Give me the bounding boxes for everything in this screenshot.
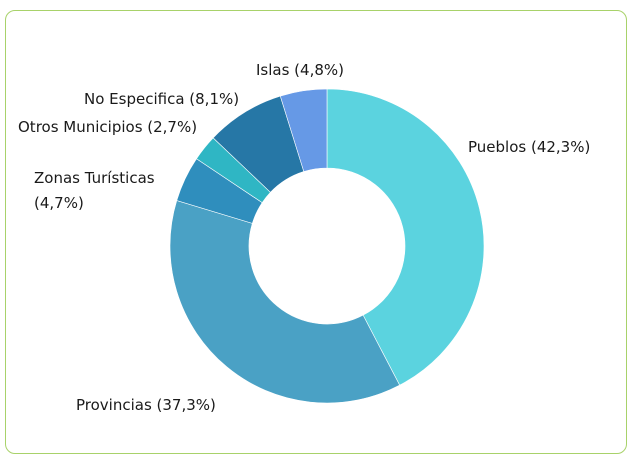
slice-label-1: Provincias (37,3%) [76,396,216,414]
slice-5 [279,88,328,172]
slice-label-5: Islas (4,8%) [256,61,344,79]
labels-group: Pueblos (42,3%) Provincias (37,3%) Zonas T… [18,61,590,414]
slice-label-2: Zonas Turísticas (4,7%) [34,169,155,212]
slice-0 [326,88,485,386]
slice-label-3: Otros Municipios (2,7%) [18,118,197,136]
slice-label-0: Pueblos (42,3%) [468,138,590,156]
slice-1 [169,200,401,404]
slice-label-4: No Especifica (8,1%) [84,90,239,108]
slices-group [169,88,485,404]
